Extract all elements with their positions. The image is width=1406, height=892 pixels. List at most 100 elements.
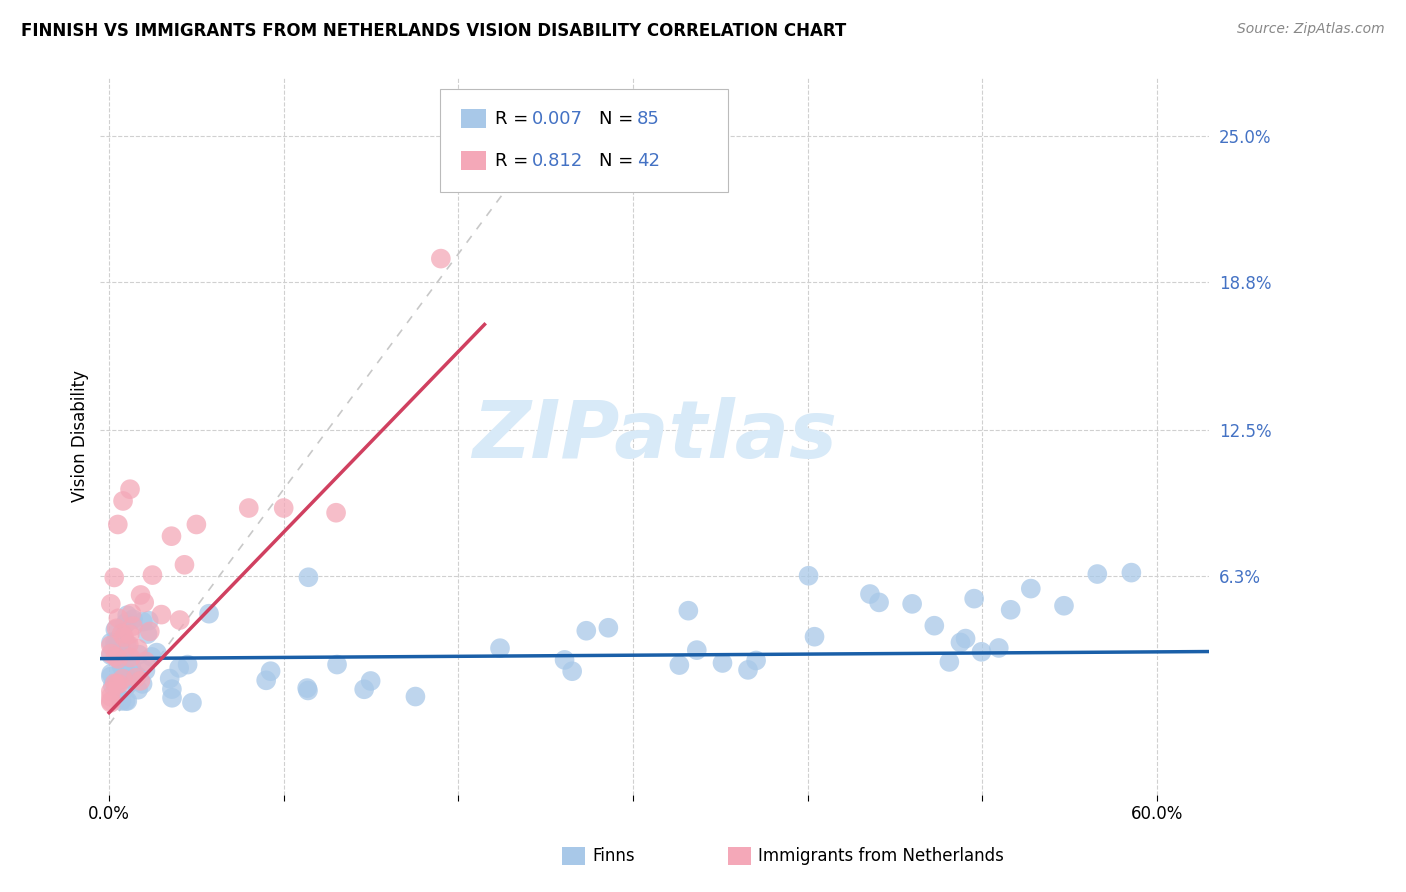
Point <box>100 690 122 704</box>
Point <box>489 641 512 656</box>
Text: R =: R = <box>495 152 540 169</box>
Point <box>134 664 156 678</box>
Point <box>115 608 138 623</box>
Point <box>121 607 143 621</box>
Point <box>711 656 734 670</box>
Point <box>167 661 190 675</box>
Point <box>176 657 198 672</box>
Point <box>100 696 122 710</box>
Point <box>273 501 295 516</box>
Point <box>129 588 152 602</box>
Point <box>134 595 156 609</box>
Point <box>105 621 128 635</box>
Point <box>114 694 136 708</box>
Point <box>955 632 977 646</box>
Point <box>100 666 122 681</box>
Point <box>1121 566 1143 580</box>
Point <box>107 652 129 666</box>
Text: N =: N = <box>599 152 638 169</box>
Point <box>107 517 129 532</box>
Point <box>297 570 319 584</box>
Point <box>254 673 277 688</box>
Point <box>145 646 167 660</box>
Point <box>353 682 375 697</box>
Point <box>404 690 426 704</box>
Point <box>141 649 163 664</box>
Point <box>129 673 152 688</box>
Point <box>430 252 453 266</box>
Text: 42: 42 <box>637 152 659 169</box>
Point <box>118 482 141 496</box>
Point <box>970 645 993 659</box>
Point <box>668 658 690 673</box>
Point <box>561 664 583 678</box>
Point <box>114 665 136 679</box>
Point <box>120 650 142 665</box>
Point <box>1000 603 1022 617</box>
Point <box>131 677 153 691</box>
Point <box>117 694 139 708</box>
Point <box>112 664 135 678</box>
Point <box>127 682 149 697</box>
Point <box>108 637 131 651</box>
Point <box>110 654 132 668</box>
Point <box>110 643 132 657</box>
Point <box>115 615 138 630</box>
Point <box>100 669 122 683</box>
Point <box>159 672 181 686</box>
Point <box>136 627 159 641</box>
Point <box>868 595 890 609</box>
Point <box>1019 582 1042 596</box>
Point <box>104 649 127 664</box>
Point <box>295 681 318 695</box>
Point <box>100 694 122 708</box>
Text: R =: R = <box>495 110 534 128</box>
Point <box>110 640 132 655</box>
Point <box>859 587 882 601</box>
Point <box>112 494 135 508</box>
Point <box>118 676 141 690</box>
Point <box>101 679 124 693</box>
Point <box>326 657 349 672</box>
Point <box>181 696 204 710</box>
Point <box>598 621 620 635</box>
Point <box>105 677 128 691</box>
Point <box>360 673 382 688</box>
Point <box>554 653 576 667</box>
Point <box>325 506 347 520</box>
Text: N =: N = <box>599 110 638 128</box>
Point <box>100 647 122 661</box>
Point <box>169 613 191 627</box>
Point <box>160 682 183 697</box>
Point <box>115 637 138 651</box>
Point <box>122 619 145 633</box>
Point <box>139 624 162 639</box>
Text: 85: 85 <box>637 110 659 128</box>
Point <box>198 607 221 621</box>
Point <box>297 683 319 698</box>
Point <box>117 672 139 686</box>
Point <box>987 640 1010 655</box>
Point <box>134 654 156 668</box>
Point <box>238 501 260 516</box>
Point <box>107 632 129 647</box>
Point <box>103 570 125 584</box>
Point <box>160 529 183 543</box>
Point <box>100 638 122 652</box>
Point <box>127 669 149 683</box>
Point <box>678 604 700 618</box>
Text: FINNISH VS IMMIGRANTS FROM NETHERLANDS VISION DISABILITY CORRELATION CHART: FINNISH VS IMMIGRANTS FROM NETHERLANDS V… <box>21 22 846 40</box>
Text: Finns: Finns <box>592 847 634 865</box>
Point <box>575 624 598 638</box>
Point <box>111 626 134 640</box>
Point <box>114 617 136 632</box>
Point <box>1085 567 1108 582</box>
Point <box>104 676 127 690</box>
Point <box>104 623 127 637</box>
Point <box>110 694 132 708</box>
Text: Immigrants from Netherlands: Immigrants from Netherlands <box>758 847 1004 865</box>
Point <box>111 672 134 686</box>
Y-axis label: Vision Disability: Vision Disability <box>72 370 89 502</box>
Point <box>105 647 128 661</box>
Point <box>120 660 142 674</box>
